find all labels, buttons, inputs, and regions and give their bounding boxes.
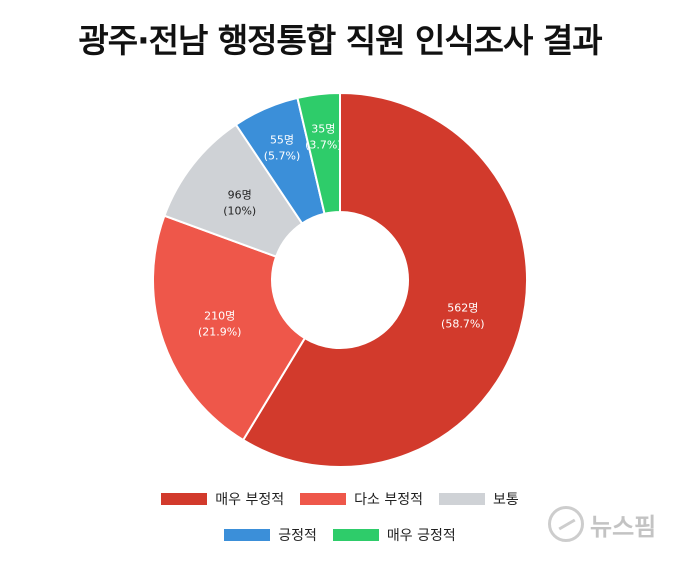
slice-value-label: 35명 [311, 122, 335, 135]
legend-item: 다소 부정적 [300, 489, 423, 509]
donut-slice-5 [296, 91, 341, 215]
slice-labels: 562명 (58.7%) 210명 (21.9%) 96명 (10%) 55명 (5.7%) 3… [198, 122, 485, 338]
slice-value-label: 562명 [447, 301, 478, 314]
slice-percent-label: (21.9%) [198, 325, 242, 338]
legend-row: 긍정적 매우 긍정적 [0, 524, 680, 546]
legend-swatch [224, 529, 271, 541]
slice-percent-label: (10%) [223, 204, 256, 217]
legend-item: 매우 긍정적 [332, 525, 456, 545]
legend-item: 매우 부정적 [161, 489, 284, 509]
legend-swatch [332, 529, 379, 541]
slice-percent-label: (58.7%) [441, 317, 485, 330]
legend-item: 보통 [438, 489, 519, 509]
slice-value-label: 96명 [228, 188, 252, 201]
legend-swatch [161, 493, 208, 505]
watermark: 뉴스핌 [548, 506, 656, 542]
legend-swatch [300, 493, 347, 505]
slice-percent-label: (3.7%) [305, 138, 342, 151]
legend-item: 긍정적 [224, 525, 317, 545]
legend-label: 매우 부정적 [215, 492, 285, 508]
legend-row: 매우 부정적 다소 부정적 보통 [0, 488, 680, 510]
donut-slice-1 [241, 91, 528, 468]
chart-title: 광주·전남 행정통합 직원 인식조사 결과 [78, 21, 602, 60]
donut-slice-2 [152, 214, 307, 442]
watermark-logo-icon [548, 506, 584, 542]
slice-value-label: 55명 [270, 134, 294, 147]
legend-label: 다소 부정적 [354, 492, 423, 508]
slice-value-label: 210명 [204, 309, 235, 322]
donut-slices [152, 91, 528, 468]
legend-label: 긍정적 [278, 528, 317, 544]
legend-swatch [438, 493, 485, 505]
legend-label: 매우 긍정적 [386, 528, 456, 544]
slice-percent-label: (5.7%) [264, 150, 301, 163]
donut-chart: 562명 (58.7%) 210명 (21.9%) 96명 (10%) 55명 (5.7%) 3… [152, 91, 528, 468]
legend-label: 보통 [492, 492, 519, 508]
watermark-text: 뉴스핌 [590, 512, 657, 541]
